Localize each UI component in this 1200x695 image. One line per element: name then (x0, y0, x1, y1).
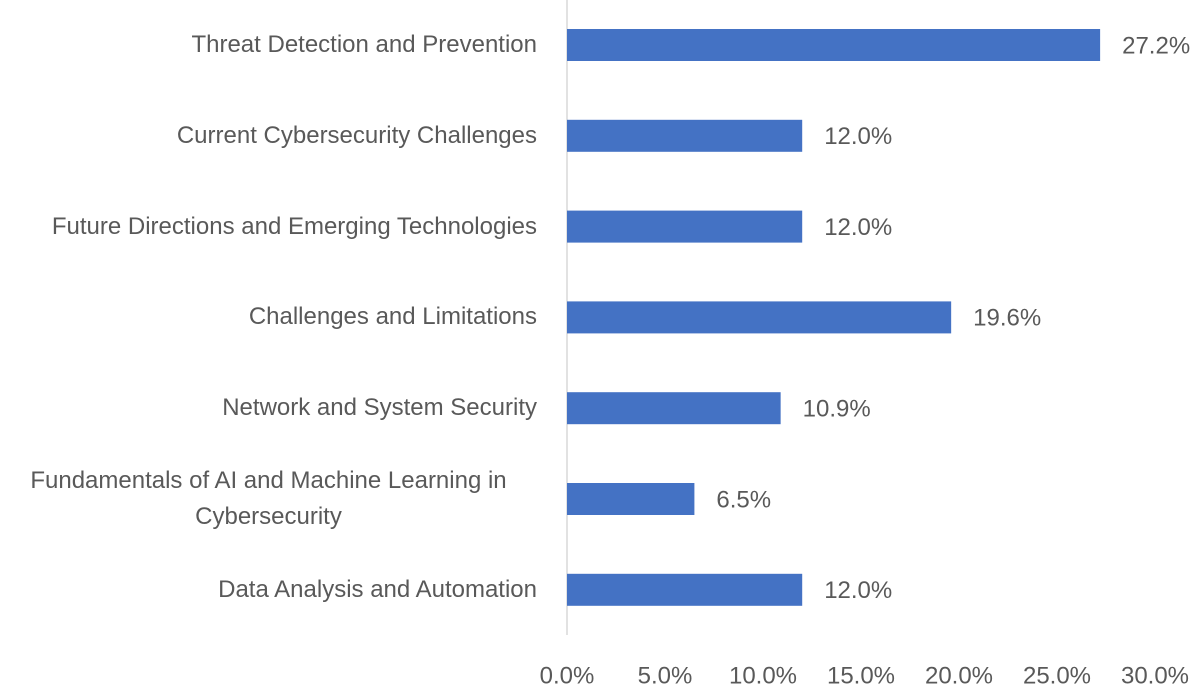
bar (567, 573, 803, 606)
x-tick-label: 10.0% (729, 662, 797, 689)
x-tick-label: 25.0% (1023, 662, 1091, 689)
data-label: 12.0% (824, 214, 892, 241)
y-tick-label: Current Cybersecurity Challenges (176, 121, 537, 149)
y-tick-label: Threat Detection and Prevention (191, 31, 537, 58)
data-label: 12.0% (824, 577, 892, 604)
x-tick-label: 5.0% (638, 662, 693, 689)
y-tick-label: Future Directions and Emerging Technolog… (51, 212, 537, 240)
bar (567, 29, 1101, 61)
y-tick-label: Network and System Security (222, 394, 537, 422)
bar (567, 119, 803, 152)
bar (567, 210, 803, 243)
bar (567, 301, 952, 334)
data-label: 6.5% (716, 486, 771, 513)
data-label: 10.9% (803, 396, 871, 423)
y-tick-label: Fundamentals of AI and Machine Learning … (30, 467, 507, 530)
x-tick-label: 20.0% (925, 662, 993, 689)
data-label: 12.0% (824, 123, 892, 150)
y-tick-label: Data Analysis and Automation (218, 575, 537, 603)
x-tick-label: 15.0% (827, 662, 895, 689)
x-tick-label: 30.0% (1121, 662, 1189, 689)
bar (567, 392, 781, 425)
bar (567, 483, 695, 515)
data-label: 27.2% (1122, 32, 1190, 59)
data-label: 19.6% (973, 305, 1041, 332)
y-tick-label: Challenges and Limitations (248, 303, 537, 331)
x-tick-label: 0.0% (540, 662, 595, 689)
